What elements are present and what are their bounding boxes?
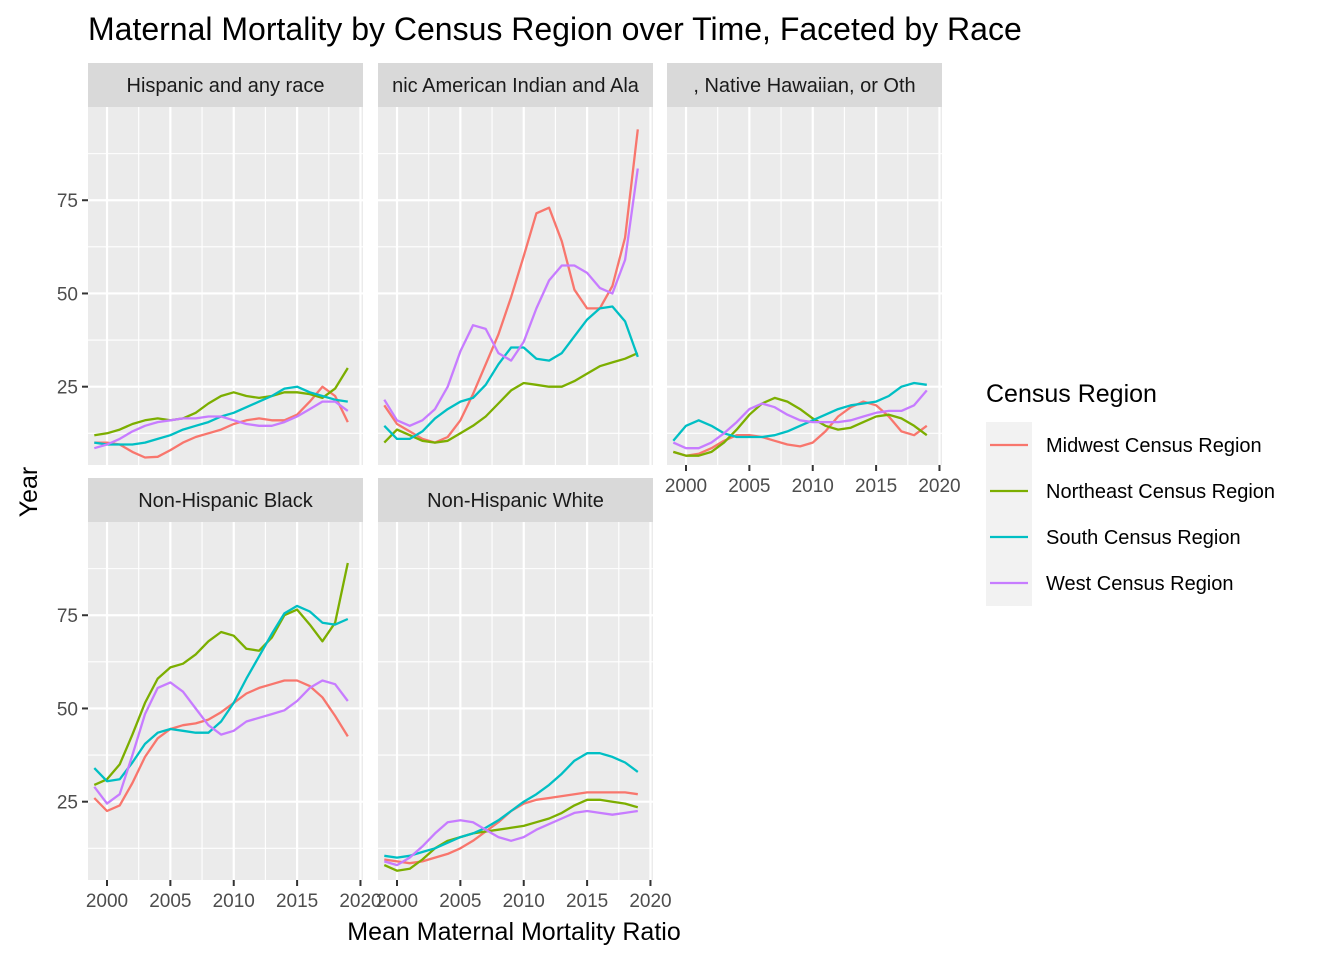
x-tick-label: 2020 xyxy=(629,891,671,912)
x-tick-label: 2010 xyxy=(792,476,834,497)
series-line-midwest-census-region xyxy=(672,400,928,457)
facet-strip-label: Non-Hispanic White xyxy=(427,490,604,512)
series-line-northeast-census-region xyxy=(94,367,349,437)
y-axis-facet-non-hispanic-black: 25 50 75 xyxy=(57,606,88,814)
series-line-west-census-region xyxy=(93,679,349,805)
y-tick-label: 75 xyxy=(57,191,78,212)
series-line-northeast-census-region xyxy=(672,396,928,457)
series-line-northeast-census-region xyxy=(383,798,639,872)
legend: Census Region Midwest Census Region North… xyxy=(986,380,1275,606)
x-tick-label: 2020 xyxy=(918,476,960,497)
x-tick-label: 2000 xyxy=(665,476,707,497)
y-axis-title: Year xyxy=(15,467,43,518)
series-line-south-census-region xyxy=(383,305,639,441)
series-line-midwest-census-region xyxy=(94,385,349,459)
x-tick-label: 2010 xyxy=(503,891,545,912)
legend-item-midwest-census-region: Midwest Census Region xyxy=(986,422,1262,468)
legend-item-west-census-region: West Census Region xyxy=(986,560,1234,606)
panel-background xyxy=(378,522,653,880)
x-tick-label: 2015 xyxy=(276,891,318,912)
legend-items: Midwest Census Region Northeast Census Re… xyxy=(986,422,1275,606)
y-axis-facet-hispanic-and-any-race: 25 50 75 xyxy=(57,191,88,399)
facet-hispanic-and-any-race: Hispanic and any race xyxy=(88,63,363,465)
y-tick-label: 75 xyxy=(57,606,78,627)
facet-strip-label: Non-Hispanic Black xyxy=(138,490,314,512)
x-tick-label: 2015 xyxy=(855,476,897,497)
legend-label: Midwest Census Region xyxy=(1046,435,1262,457)
series-line-south-census-region xyxy=(384,752,639,859)
x-tick-label: 2005 xyxy=(149,891,191,912)
facet-non-hispanic-american-indian-and-alaska-native: nic American Indian and Ala xyxy=(378,63,653,465)
x-tick-label: 2005 xyxy=(728,476,770,497)
facet-strip-label: Hispanic and any race xyxy=(127,75,325,97)
facet-non-hispanic-asian-native-hawaiian-or-other-pacific-islander: , Native Hawaiian, or Oth xyxy=(667,63,942,465)
x-tick-label: 2020 xyxy=(339,891,381,912)
legend-title: Census Region xyxy=(986,380,1157,408)
facet-strip xyxy=(667,63,942,107)
x-axis-facet-non-hispanic-asian-native-hawaiian-or-other-pacific-islander: 2000 2005 2010 2015 2020 xyxy=(665,465,961,497)
series-line-northeast-census-region xyxy=(383,352,639,444)
legend-item-south-census-region: South Census Region xyxy=(986,514,1241,560)
panel-background xyxy=(88,522,363,880)
series-line-midwest-census-region xyxy=(93,679,349,813)
series-line-west-census-region xyxy=(383,809,638,867)
facet-panels: Hispanic and any race nic American Indian… xyxy=(88,63,942,880)
facet-non-hispanic-black: Non-Hispanic Black xyxy=(88,478,363,880)
series-line-south-census-region xyxy=(93,604,349,783)
x-tick-label: 2015 xyxy=(566,891,608,912)
x-tick-label: 2000 xyxy=(376,891,418,912)
y-tick-label: 50 xyxy=(57,284,78,305)
facet-strip xyxy=(378,478,653,522)
series-line-south-census-region xyxy=(672,381,927,442)
x-tick-label: 2005 xyxy=(439,891,481,912)
series-line-west-census-region xyxy=(383,168,639,427)
series-line-northeast-census-region xyxy=(93,562,349,786)
y-tick-label: 50 xyxy=(57,699,78,720)
legend-label: Northeast Census Region xyxy=(1046,481,1275,503)
panel-background xyxy=(667,107,942,465)
x-tick-label: 2000 xyxy=(86,891,128,912)
series-line-west-census-region xyxy=(672,389,928,450)
series-line-midwest-census-region xyxy=(383,129,639,444)
facet-strip xyxy=(378,63,653,107)
x-axis-title: Mean Maternal Mortality Ratio xyxy=(347,918,680,946)
y-axes: 25 50 75 25 50 75 xyxy=(57,191,88,814)
y-tick-label: 25 xyxy=(57,378,78,399)
series-line-west-census-region xyxy=(93,400,349,450)
chart-title: Maternal Mortality by Census Region over… xyxy=(88,11,1022,47)
facet-strip-label: nic American Indian and Ala xyxy=(392,75,640,97)
y-tick-label: 25 xyxy=(57,793,78,814)
facet-strip-label: , Native Hawaiian, or Oth xyxy=(693,75,915,97)
legend-label: West Census Region xyxy=(1046,573,1234,595)
panel-background xyxy=(88,107,363,465)
x-axis-facet-non-hispanic-white: 2000 2005 2010 2015 2020 xyxy=(376,880,672,912)
x-axis-facet-non-hispanic-black: 2000 2005 2010 2015 2020 xyxy=(86,880,382,912)
facet-non-hispanic-white: Non-Hispanic White xyxy=(378,478,653,880)
facet-strip xyxy=(88,63,363,107)
facet-strip xyxy=(88,478,363,522)
x-tick-label: 2010 xyxy=(213,891,255,912)
legend-item-northeast-census-region: Northeast Census Region xyxy=(986,468,1275,514)
legend-label: South Census Region xyxy=(1046,527,1241,549)
